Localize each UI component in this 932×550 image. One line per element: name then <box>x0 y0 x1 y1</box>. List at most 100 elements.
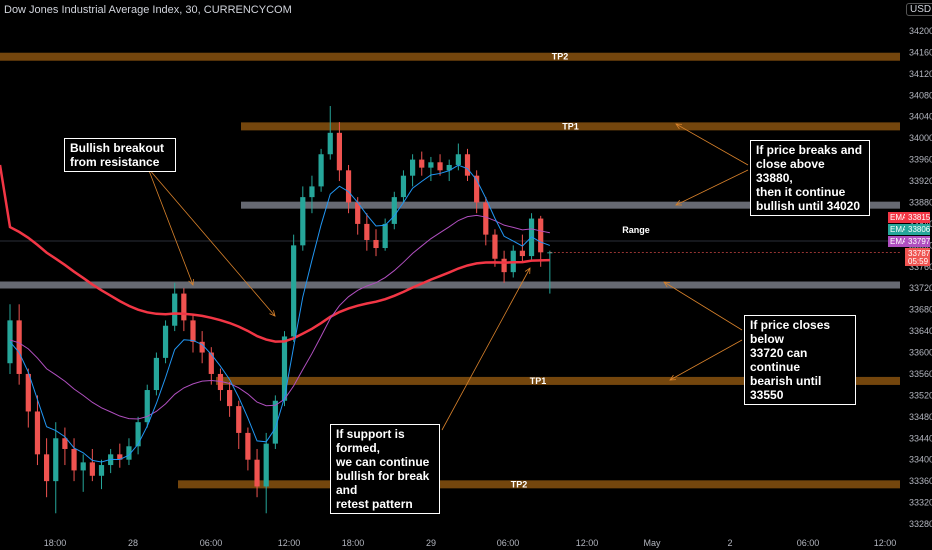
target-band[interactable] <box>0 52 900 61</box>
candle[interactable] <box>53 438 59 482</box>
price-tick-label: 33360 <box>909 476 932 486</box>
candle[interactable] <box>281 336 288 401</box>
ema-badge-name <box>888 212 905 223</box>
candle[interactable] <box>327 132 333 155</box>
candle[interactable] <box>318 154 324 187</box>
price-tick-label: 34040 <box>909 112 932 122</box>
last-price-badge[interactable] <box>905 248 930 266</box>
ema-fast-line <box>9 164 551 463</box>
candle[interactable] <box>373 239 379 249</box>
candle[interactable] <box>419 159 425 168</box>
candle[interactable] <box>464 154 471 176</box>
target-label: TP2 <box>552 52 569 62</box>
price-tick-label: 33720 <box>909 283 932 293</box>
candle[interactable] <box>455 154 461 165</box>
candle[interactable] <box>117 454 123 460</box>
candle[interactable] <box>236 406 242 433</box>
annotation-breaks-above[interactable]: If price breaks and close above 33880, t… <box>750 140 870 216</box>
candle[interactable] <box>25 373 31 412</box>
key-level-band[interactable] <box>0 281 900 289</box>
target-band[interactable] <box>178 480 900 489</box>
annotation-arrow <box>675 169 749 206</box>
candle[interactable] <box>227 390 233 407</box>
candle[interactable] <box>153 357 159 391</box>
price-tick-label: 34120 <box>909 69 932 79</box>
time-axis: 18:00 28 06:00 12:00 18:00 29 06:00 12:00 May 2 06… <box>0 538 932 550</box>
candle[interactable] <box>291 245 297 337</box>
price-tick-label: 33320 <box>909 498 932 508</box>
candle[interactable] <box>172 293 178 326</box>
currency-badge[interactable]: USD <box>906 3 932 16</box>
candle[interactable] <box>190 320 196 342</box>
candle[interactable] <box>245 432 251 460</box>
candle[interactable] <box>355 202 361 224</box>
price-tick-label: 34000 <box>909 133 932 143</box>
annotation-support[interactable]: If support is formed, we can continue bu… <box>330 424 440 514</box>
candle[interactable] <box>538 218 544 253</box>
candle[interactable] <box>71 448 77 471</box>
candle[interactable] <box>62 438 68 449</box>
candle[interactable] <box>144 390 150 423</box>
candle[interactable] <box>199 341 205 353</box>
annotation-arrow <box>663 281 743 331</box>
price-axis-bg <box>900 0 932 550</box>
candle[interactable] <box>501 258 507 273</box>
candle[interactable] <box>217 373 224 391</box>
ema-badge-name-text: EMA <box>890 213 908 222</box>
target-band[interactable] <box>241 122 900 131</box>
arrow-head <box>269 310 276 317</box>
target-band[interactable] <box>216 376 900 385</box>
annotation-breakout[interactable]: Bullish breakout from resistance <box>64 138 176 172</box>
candle[interactable] <box>547 252 553 254</box>
price-tick-label: 33480 <box>909 412 932 422</box>
last-price-countdown: 05:59 <box>908 257 929 266</box>
candle[interactable] <box>254 459 260 487</box>
candle[interactable] <box>400 175 407 198</box>
annotation-arrow <box>147 167 276 317</box>
candle[interactable] <box>483 202 489 235</box>
candle[interactable] <box>34 411 41 455</box>
candle[interactable] <box>126 446 132 460</box>
time-tick-label: 18:00 <box>342 538 365 548</box>
candle[interactable] <box>44 454 50 482</box>
annotation-closes-below[interactable]: If price closes below 33720 can continue… <box>744 315 856 405</box>
price-tick-label: 33920 <box>909 176 932 186</box>
candle[interactable] <box>336 132 342 171</box>
candle[interactable] <box>492 234 498 259</box>
ema-slow-line <box>0 164 550 343</box>
candle[interactable] <box>16 320 22 374</box>
time-tick-label: 12:00 <box>278 538 301 548</box>
price-tick-label: 33640 <box>909 326 932 336</box>
time-tick-label: 06:00 <box>797 538 820 548</box>
ema-badge-value <box>905 212 930 223</box>
candle[interactable] <box>437 162 443 171</box>
candle[interactable] <box>208 352 214 374</box>
candle[interactable] <box>519 250 525 257</box>
candle[interactable] <box>382 223 388 249</box>
candle[interactable] <box>162 325 169 358</box>
candle[interactable] <box>263 443 269 487</box>
candle[interactable] <box>364 223 370 240</box>
candle[interactable] <box>181 293 187 321</box>
candle[interactable] <box>98 465 105 476</box>
candle[interactable] <box>474 175 480 203</box>
candle[interactable] <box>410 159 416 176</box>
candle[interactable] <box>89 462 95 476</box>
key-level-band[interactable] <box>241 201 900 209</box>
annotation-arrows <box>147 123 749 431</box>
candle[interactable] <box>345 170 352 203</box>
candle[interactable] <box>80 462 86 471</box>
candle[interactable] <box>309 186 315 198</box>
candle[interactable] <box>300 197 306 246</box>
candle[interactable] <box>391 197 397 224</box>
price-tick-label: 34160 <box>909 47 932 57</box>
candle[interactable] <box>446 164 452 171</box>
time-tick-label: 12:00 <box>576 538 599 548</box>
time-tick-label: May <box>643 538 661 548</box>
candle[interactable] <box>135 422 141 447</box>
price-tick-label: 33520 <box>909 390 932 400</box>
candle[interactable] <box>272 400 278 444</box>
time-tick-label: 28 <box>128 538 138 548</box>
candle[interactable] <box>428 162 434 168</box>
